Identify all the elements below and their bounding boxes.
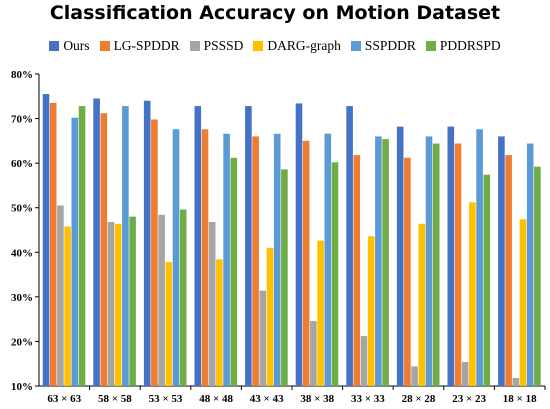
bar [129, 216, 136, 386]
bar [367, 236, 375, 386]
bar [194, 106, 202, 386]
bar [165, 262, 173, 386]
bar [512, 377, 520, 386]
bar [172, 129, 180, 387]
x-tick-label: 18 × 18 [503, 393, 537, 405]
bar [295, 103, 303, 386]
bar [42, 94, 50, 387]
bar [208, 221, 216, 386]
y-tick-label: 60% [11, 158, 33, 170]
bar [483, 174, 491, 386]
x-tick-label: 48 × 48 [199, 393, 233, 405]
legend-label: Ours [63, 38, 90, 53]
bar [122, 106, 129, 386]
legend-item: Ours [49, 38, 90, 54]
y-tick-label: 70% [11, 114, 33, 126]
legend-item: DARG-graph [253, 38, 341, 54]
legend-label: LG-SPDDR [113, 38, 180, 53]
legend-label: DARG-graph [267, 38, 341, 53]
bar [216, 259, 223, 386]
bar [425, 136, 433, 386]
bar [432, 143, 440, 386]
x-tick-label: 43 × 43 [250, 393, 284, 405]
x-tick-label: 28 × 28 [402, 393, 436, 405]
legend-swatch [350, 41, 361, 51]
bar [266, 247, 274, 386]
bar [498, 136, 505, 386]
bar [245, 106, 252, 386]
bar [331, 162, 339, 386]
bar [382, 139, 389, 386]
bar [346, 106, 353, 386]
bar [179, 209, 187, 386]
bar [93, 98, 100, 386]
legend-label: SSPDDR [364, 38, 416, 53]
legend-item: SSPDDR [350, 38, 416, 54]
bar [151, 119, 158, 386]
bar [469, 202, 476, 386]
x-tick-label: 53 × 53 [149, 393, 183, 405]
bar [454, 143, 462, 386]
bar [273, 133, 281, 386]
bar [505, 155, 512, 386]
legend-label: PDDRSPD [439, 38, 501, 53]
bar [100, 113, 108, 387]
y-tick-label: 80% [11, 69, 33, 81]
bar [71, 117, 79, 387]
bar [476, 129, 483, 387]
legend: Ours LG-SPDDR PSSSD DARG-graph SSPDDR PDDRSPD [0, 38, 550, 54]
bar [49, 102, 57, 386]
bar [78, 106, 86, 386]
bar [418, 223, 426, 386]
bar [114, 223, 122, 386]
bar [310, 320, 317, 386]
y-tick-label: 10% [11, 381, 33, 393]
chart-title: Classification Accuracy on Motion Datase… [49, 2, 501, 24]
x-tick-label: 23 × 23 [452, 393, 486, 405]
bar [302, 140, 310, 386]
bar [201, 129, 209, 387]
x-tick-label: 63 × 63 [47, 393, 81, 405]
bar [411, 366, 418, 386]
bar [143, 100, 151, 386]
legend-swatch [425, 41, 436, 51]
bar [324, 133, 332, 386]
bar [526, 143, 534, 386]
y-tick-label: 50% [11, 203, 33, 215]
bar [396, 126, 404, 386]
x-tick-label: 33 × 33 [351, 393, 385, 405]
bar [281, 169, 288, 386]
bar [259, 290, 267, 386]
bar [404, 157, 411, 386]
bar [375, 136, 382, 386]
legend-swatch [189, 41, 200, 51]
bar [447, 126, 455, 386]
legend-item: PSSSD [189, 38, 244, 54]
y-tick-label: 20% [11, 336, 33, 348]
bar [230, 157, 238, 386]
bar [64, 226, 71, 386]
bar [317, 240, 324, 386]
bar [461, 361, 469, 386]
legend-swatch [253, 41, 264, 51]
legend-label: PSSSD [203, 38, 244, 53]
y-tick-label: 40% [11, 247, 33, 259]
x-tick-label: 38 × 38 [300, 393, 334, 405]
legend-item: LG-SPDDR [99, 38, 180, 54]
bar [534, 166, 541, 386]
bar [353, 155, 361, 386]
bar [519, 219, 527, 386]
bar [223, 133, 230, 386]
legend-swatch [99, 41, 110, 51]
legend-swatch [49, 41, 60, 51]
bar [158, 214, 165, 386]
bar [107, 221, 115, 386]
legend-item: PDDRSPD [425, 38, 501, 54]
bar [252, 136, 259, 386]
bar [360, 336, 368, 386]
bar [57, 205, 64, 386]
x-tick-label: 58 × 58 [98, 393, 132, 405]
y-tick-label: 30% [11, 292, 33, 304]
